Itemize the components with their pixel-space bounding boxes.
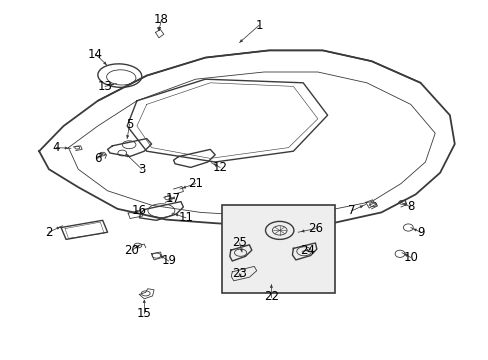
Text: 23: 23 — [232, 267, 246, 280]
Text: 22: 22 — [264, 291, 278, 303]
Text: 15: 15 — [137, 307, 151, 320]
Text: 12: 12 — [212, 161, 227, 174]
Text: 13: 13 — [98, 80, 112, 93]
Text: 14: 14 — [88, 48, 102, 60]
Text: 3: 3 — [138, 163, 145, 176]
Text: 6: 6 — [94, 152, 102, 165]
Text: 21: 21 — [188, 177, 203, 190]
Text: 24: 24 — [300, 244, 315, 257]
Text: 19: 19 — [161, 255, 176, 267]
Text: 17: 17 — [166, 192, 181, 204]
Text: 9: 9 — [416, 226, 424, 239]
Text: 1: 1 — [255, 19, 263, 32]
Text: 4: 4 — [52, 141, 60, 154]
Text: 10: 10 — [403, 251, 417, 264]
Text: 16: 16 — [132, 204, 146, 217]
Text: 11: 11 — [178, 211, 193, 224]
Text: 25: 25 — [232, 237, 246, 249]
Text: 7: 7 — [347, 204, 355, 217]
Text: 18: 18 — [154, 13, 168, 26]
Text: 20: 20 — [124, 244, 139, 257]
Text: 26: 26 — [307, 222, 322, 235]
Text: 8: 8 — [406, 201, 414, 213]
Text: 5: 5 — [125, 118, 133, 131]
Text: 2: 2 — [45, 226, 53, 239]
Bar — [222, 205, 334, 293]
